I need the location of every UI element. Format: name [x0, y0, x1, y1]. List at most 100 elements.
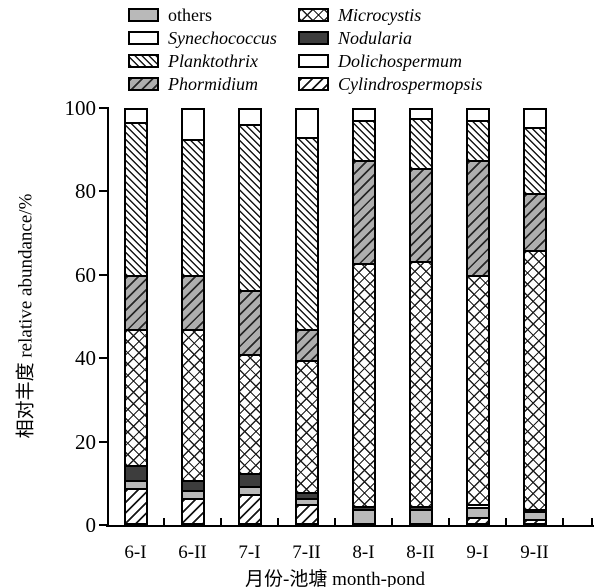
- legend-label: Cylindrospermopsis: [338, 73, 483, 94]
- bar-segment-nodularia: [353, 506, 374, 509]
- y-tick-label: 40: [75, 346, 96, 371]
- x-tick-label: 7-I: [238, 542, 261, 563]
- bar-segment-phormidium: [524, 192, 545, 251]
- legend-item: Nodularia: [298, 26, 482, 49]
- bar-segment-cylindrospermopsis: [467, 516, 488, 523]
- bar-segment-nodularia: [182, 479, 203, 490]
- bar-segment-synechococcus: [410, 110, 431, 119]
- bar-segment-synechococcus: [467, 110, 488, 121]
- bar-segment-others: [410, 508, 431, 523]
- bar-inner: [467, 110, 488, 523]
- bar-segment-others: [296, 498, 317, 505]
- bar-inner: [182, 110, 203, 523]
- x-tick: [591, 518, 593, 525]
- legend-item: Dolichospermum: [298, 49, 482, 72]
- bar-segment-cylindrospermopsis: [125, 487, 146, 523]
- bar-segment-planktothrix: [296, 136, 317, 329]
- legend-swatch-cylindrospermopsis: [298, 76, 329, 91]
- bar-segment-planktothrix: [125, 122, 146, 276]
- bar-6-I: [123, 108, 148, 525]
- x-tick-label: 6-II: [178, 542, 207, 563]
- bar-segment-nodularia: [467, 504, 488, 507]
- legend-label: Synechococcus: [168, 27, 277, 48]
- bar-inner: [353, 110, 374, 523]
- legend-label: others: [168, 4, 212, 25]
- bar-7-I: [237, 108, 262, 525]
- bar-segment-microcystis: [239, 353, 260, 474]
- legend-column-left: others Synechococcus Planktothrix Phormidiu…: [128, 3, 277, 95]
- y-tick: [99, 524, 107, 526]
- bar-7-II: [294, 108, 319, 525]
- legend-item: Microcystis: [298, 3, 482, 26]
- bar-segment-synechococcus: [125, 110, 146, 123]
- bar-segment-cylindrospermopsis: [296, 504, 317, 523]
- x-tick: [562, 518, 564, 525]
- y-tick-label: 60: [75, 262, 96, 287]
- bar-segment-synechococcus: [182, 110, 203, 139]
- bar-segment-others: [125, 479, 146, 488]
- legend-swatch-synechococcus: [128, 30, 159, 45]
- bar-segment-nodularia: [239, 473, 260, 486]
- x-tick: [334, 518, 336, 525]
- bar-8-II: [408, 108, 433, 525]
- bar-inner: [410, 110, 431, 523]
- bar-9-II: [522, 108, 547, 525]
- bar-segment-microcystis: [296, 359, 317, 493]
- bar-segment-microcystis: [524, 250, 545, 509]
- x-tick: [448, 518, 450, 525]
- legend-item: Planktothrix: [128, 49, 277, 72]
- y-tick: [99, 107, 107, 109]
- x-tick-label: 7-II: [292, 542, 321, 563]
- bar-segment-phormidium: [239, 289, 260, 354]
- legend-item: Phormidium: [128, 72, 277, 95]
- bar-segment-others: [239, 485, 260, 495]
- bar-segment-planktothrix: [239, 124, 260, 290]
- bar-segment-synechococcus: [239, 110, 260, 125]
- bar-segment-others: [182, 489, 203, 499]
- x-tick: [505, 518, 507, 525]
- bar-segment-nodularia: [296, 492, 317, 499]
- x-tick: [220, 518, 222, 525]
- x-tick-label: 9-II: [520, 542, 549, 563]
- bar-segment-phormidium: [296, 328, 317, 360]
- bar-segment-others: [467, 506, 488, 517]
- bar-segment-phormidium: [410, 167, 431, 261]
- bar-segment-microcystis: [410, 260, 431, 507]
- x-tick-label: 6-I: [124, 542, 147, 563]
- bar-segment-nodularia: [125, 465, 146, 480]
- bar-segment-microcystis: [182, 328, 203, 480]
- bar-segment-nodularia: [410, 506, 431, 509]
- legend-label: Phormidium: [168, 73, 258, 94]
- bar-inner: [296, 110, 317, 523]
- y-tick: [99, 440, 107, 443]
- bar-segment-microcystis: [353, 262, 374, 507]
- y-axis-line: [107, 107, 109, 527]
- legend-swatch-others: [128, 7, 159, 22]
- x-tick-label: 8-II: [406, 542, 435, 563]
- y-tick-label: 0: [85, 513, 97, 537]
- bar-inner: [125, 110, 146, 523]
- y-tick: [99, 190, 107, 193]
- bar-segment-synechococcus: [524, 110, 545, 127]
- bar-segment-microcystis: [467, 275, 488, 505]
- legend-column-right: Microcystis Nodularia Dolichospermum Cylind…: [298, 3, 482, 95]
- legend-label: Dolichospermum: [338, 50, 462, 71]
- y-tick: [99, 273, 107, 276]
- legend-swatch-phormidium: [128, 76, 159, 91]
- bar-segment-synechococcus: [353, 110, 374, 121]
- bar-segment-cylindrospermopsis: [182, 498, 203, 523]
- bar-segment-microcystis: [125, 328, 146, 466]
- x-tick-label: 8-I: [352, 542, 375, 563]
- bar-inner: [239, 110, 260, 523]
- bar-segment-phormidium: [467, 159, 488, 276]
- y-axis-title: 相对丰度 relative abundance/%: [15, 193, 37, 439]
- bar-segment-cylindrospermopsis: [524, 518, 545, 523]
- bar-segment-synechococcus: [296, 110, 317, 137]
- bar-segment-planktothrix: [182, 138, 203, 276]
- legend-item: others: [128, 3, 277, 26]
- bar-segment-others: [353, 508, 374, 523]
- y-tick: [99, 357, 107, 360]
- bar-segment-planktothrix: [467, 120, 488, 160]
- x-tick: [163, 518, 165, 525]
- y-tick-label: 100: [64, 96, 97, 120]
